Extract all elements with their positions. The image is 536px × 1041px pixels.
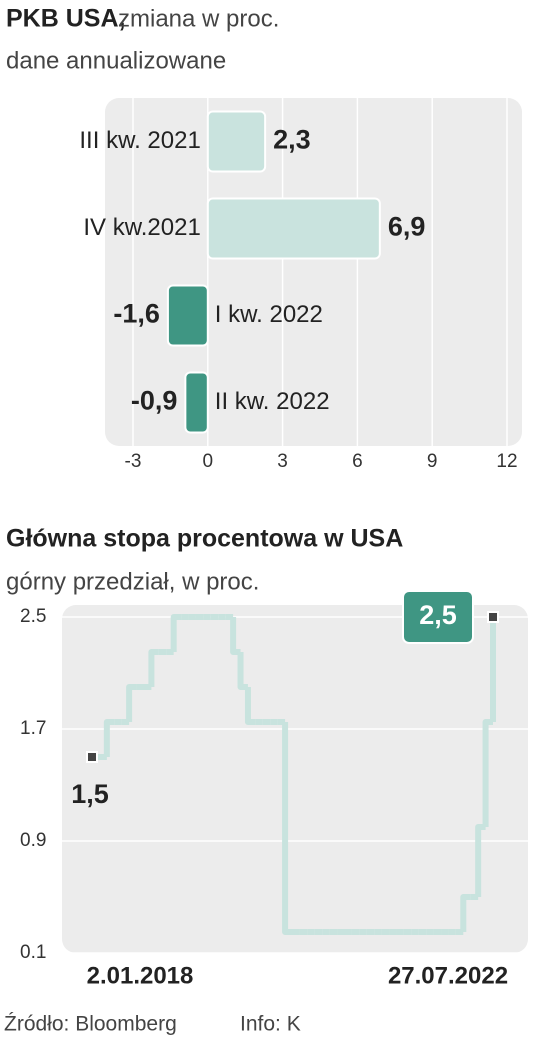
chart-title: PKB USA,: [6, 5, 125, 33]
y-tick-label: 0.9: [20, 830, 46, 851]
chart-title: Główna stopa procentowa w USA: [6, 525, 403, 553]
plot-area: [62, 605, 528, 953]
chart-subtitle: zmiana w proc.: [118, 5, 279, 32]
x-tick-label: 27.07.2022: [388, 962, 508, 989]
bar: [206, 110, 267, 173]
series: [92, 614, 496, 935]
value-label: 6,9: [388, 212, 426, 242]
value-label: -0,9: [131, 386, 178, 416]
x-tick-label: 9: [427, 451, 438, 472]
step-segment: [460, 894, 471, 932]
value-label: 2,3: [273, 125, 311, 155]
end-point: [487, 611, 499, 623]
annotation-box: [402, 590, 474, 644]
x-tick-label: 2.01.2018: [87, 962, 194, 989]
category-label: III kw. 2021: [79, 127, 200, 154]
x-tick-label: 0: [203, 451, 214, 472]
x-tick-label: 3: [277, 451, 288, 472]
y-tick-label: 1.7: [20, 718, 46, 739]
step-segment: [126, 684, 137, 722]
step-segment: [282, 722, 293, 935]
x-tick-label: 6: [352, 451, 363, 472]
x-tick-label: -3: [125, 451, 142, 472]
bar: [184, 371, 209, 434]
annotation: 1,5: [71, 779, 109, 809]
category-label: I kw. 2022: [215, 301, 323, 328]
y-tick-label: 0.1: [20, 942, 46, 963]
bar: [206, 197, 381, 260]
category-label: II kw. 2022: [215, 388, 330, 415]
bar: [166, 284, 209, 347]
y-tick-label: 2.5: [20, 606, 46, 627]
plot-area: [105, 98, 522, 446]
step-segment: [148, 649, 159, 687]
category-label: IV kw.2021: [83, 214, 200, 241]
chart-note: dane annualizowane: [6, 47, 226, 74]
credit: Info: K: [240, 1013, 301, 1036]
x-tick-label: 12: [496, 451, 517, 472]
step-segment: [244, 687, 256, 725]
chart-subtitle: górny przedział, w proc.: [6, 568, 259, 595]
annotation: 2,5: [419, 600, 457, 630]
source: Źródło: Bloomberg: [4, 1013, 177, 1036]
value-label: -1,6: [113, 299, 160, 329]
step-segment: [170, 614, 182, 652]
step-segment: [103, 719, 115, 757]
end-point: [86, 751, 98, 763]
